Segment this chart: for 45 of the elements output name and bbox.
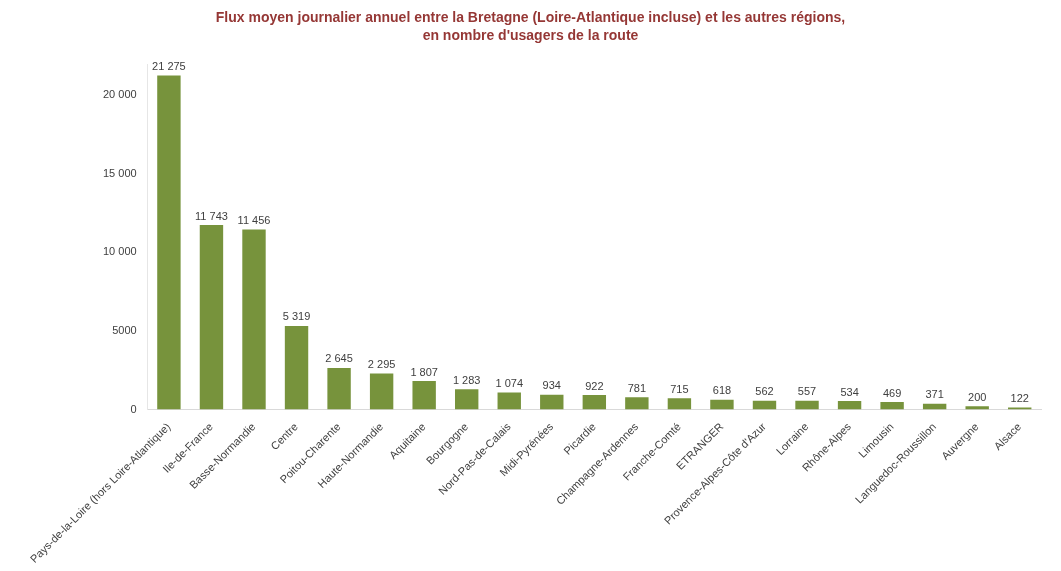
- y-tick-label: 10 000: [102, 245, 137, 258]
- bar: [327, 367, 351, 410]
- bar: [667, 398, 692, 410]
- data-label: 2 645: [325, 352, 353, 365]
- chart-title: Flux moyen journalier annuel entre la Bretagne (Loire-Atlantique incluse) et les autres régions, en nombre d'usagers de la route: [214, 8, 847, 44]
- bar: [625, 397, 649, 410]
- bar: [710, 399, 734, 410]
- y-tick-label: 0: [130, 402, 137, 415]
- bar: [582, 395, 607, 410]
- data-label: 922: [585, 379, 604, 392]
- data-label: 469: [882, 386, 902, 399]
- data-label: 562: [755, 385, 774, 398]
- data-label: 934: [542, 379, 561, 392]
- data-label: 122: [1010, 392, 1029, 405]
- bar: [199, 225, 224, 410]
- data-label: 534: [840, 385, 859, 398]
- bar: [412, 381, 436, 410]
- data-label: 557: [797, 385, 817, 398]
- bar: [455, 389, 479, 410]
- bar: [965, 406, 989, 410]
- data-label: 11 456: [237, 214, 271, 227]
- data-label: 715: [670, 382, 689, 395]
- bar: [284, 325, 309, 410]
- y-tick-label: 5000: [112, 324, 137, 336]
- data-label: 1 074: [495, 377, 524, 390]
- bar: [497, 392, 521, 410]
- data-label: 1 283: [452, 373, 481, 386]
- bar: [242, 229, 266, 410]
- data-label: 618: [712, 384, 732, 397]
- y-tick-label: 15 000: [102, 166, 137, 179]
- bar: [540, 394, 564, 410]
- bar: [157, 75, 181, 410]
- data-label: 200: [968, 390, 987, 403]
- data-label: 5 319: [282, 310, 311, 323]
- data-label: 21 275: [152, 59, 186, 72]
- data-label: 371: [925, 388, 944, 401]
- data-label: 1 807: [410, 365, 438, 378]
- data-label: 11 743: [195, 209, 228, 222]
- y-tick-label: 20 000: [102, 88, 137, 101]
- bar: [795, 400, 819, 410]
- bar: [369, 373, 394, 410]
- bar: [837, 401, 862, 410]
- data-label: 781: [627, 381, 647, 394]
- data-label: 2 295: [367, 357, 396, 370]
- bar: [880, 402, 904, 410]
